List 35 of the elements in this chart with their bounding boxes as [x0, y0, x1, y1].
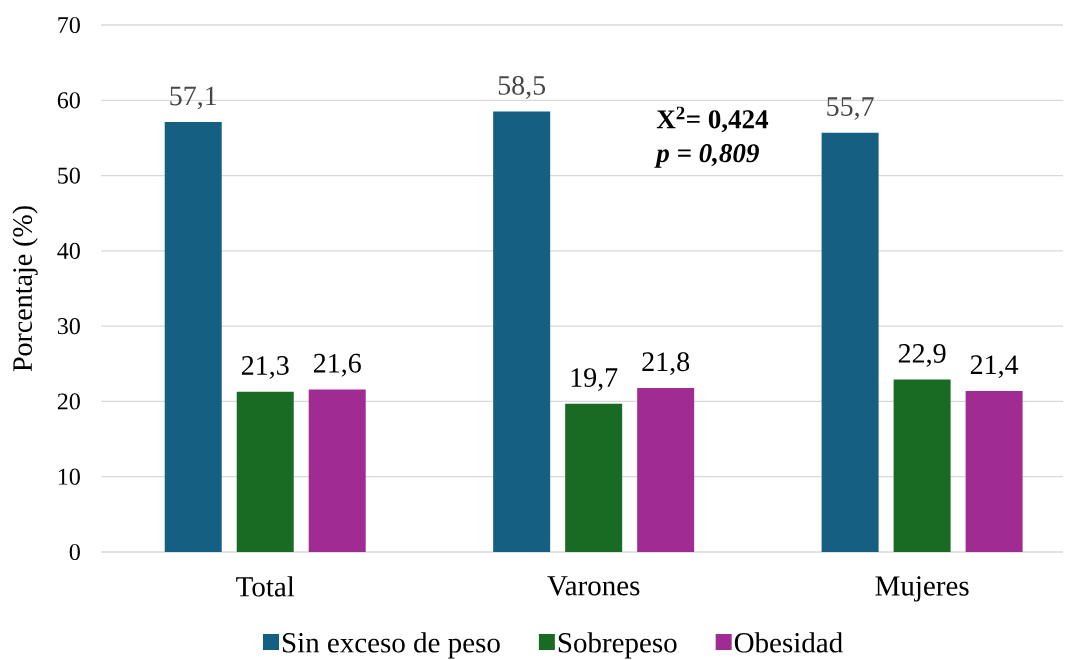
data-label: 57,1 [170, 86, 217, 110]
y-axis-title: Porcentaje (%) [12, 206, 38, 372]
bar [493, 111, 551, 552]
data-label: 55,7 [827, 97, 874, 120]
annotation: X$^{2}$= 0,424 [656, 106, 769, 133]
y-tick-label: 30 [57, 318, 80, 335]
bar [965, 390, 1023, 552]
data-label: 21,6 [313, 353, 361, 377]
x-tick-label: Varones [547, 576, 640, 596]
y-tick-label: 40 [57, 242, 80, 259]
data-label: 21,4 [970, 355, 1019, 379]
y-tick-label: 50 [58, 167, 80, 184]
bar [565, 403, 623, 552]
legend-label: Sin exceso de peso [282, 632, 500, 659]
y-tick-label: 0 [69, 543, 80, 561]
data-label: 21,3 [241, 356, 289, 379]
legend-label: Obesidad [734, 632, 843, 653]
bar [821, 132, 879, 552]
data-label: 58,5 [498, 75, 546, 99]
y-tick-label: 60 [57, 92, 80, 109]
bar [637, 387, 695, 552]
data-label: 19,7 [571, 368, 618, 391]
x-tick-label: Total [236, 576, 295, 597]
bar [236, 391, 294, 552]
bar [308, 389, 366, 552]
annotation: p = 0,809 [654, 144, 759, 168]
x-tick-label: Mujeres [875, 576, 969, 602]
y-tick-label: 20 [57, 393, 80, 410]
bar [893, 379, 951, 552]
data-label: 21,8 [642, 352, 690, 376]
legend-label: Sobrepeso [558, 632, 677, 659]
bar [164, 122, 222, 552]
data-label: 22,9 [898, 344, 946, 367]
y-tick-label: 10 [58, 468, 80, 485]
y-tick-label: 70 [58, 16, 80, 34]
